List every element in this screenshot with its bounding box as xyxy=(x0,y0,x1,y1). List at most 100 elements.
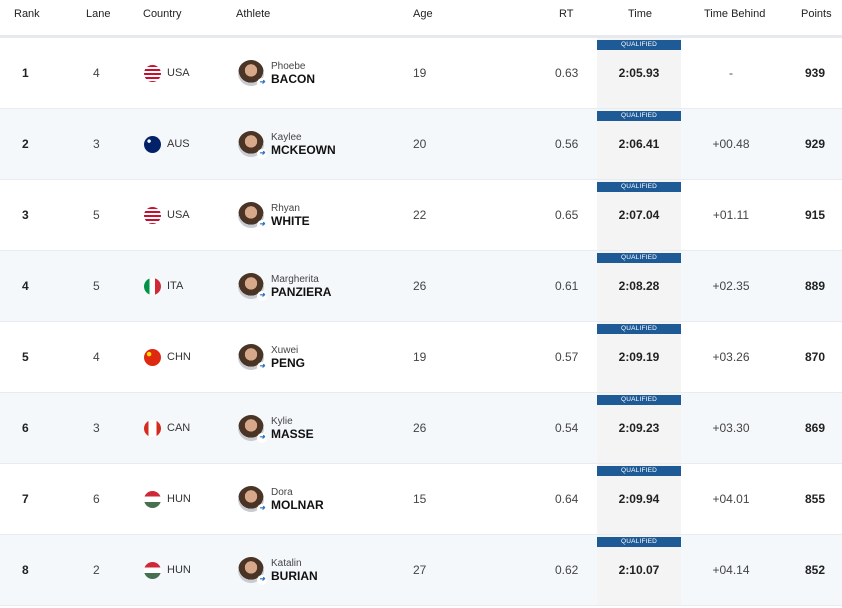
points: 852 xyxy=(805,563,826,577)
arrow-right-icon: ➜ xyxy=(257,575,267,585)
athlete-name[interactable]: Katalin BURIAN xyxy=(271,535,318,605)
time-behind: +02.35 xyxy=(712,279,750,293)
athlete-name[interactable]: Phoebe BACON xyxy=(271,38,315,108)
country-code: USA xyxy=(167,67,190,79)
rank: 1 xyxy=(22,66,29,80)
flag-icon xyxy=(144,535,161,605)
athlete-name[interactable]: Xuwei PENG xyxy=(271,322,305,392)
header-rt[interactable]: RT xyxy=(559,8,574,20)
reaction-time: 0.63 xyxy=(555,66,579,80)
age: 19 xyxy=(413,350,427,364)
header-athlete[interactable]: Athlete xyxy=(236,8,271,20)
arrow-right-icon: ➜ xyxy=(257,504,267,514)
first-name: Phoebe xyxy=(271,60,306,72)
last-name: MCKEOWN xyxy=(271,142,336,157)
time-behind: +01.11 xyxy=(712,208,750,222)
table-row[interactable]: 2 3 AUS ➜ Kaylee MCKEOWN 20 0.56 2:06.41 … xyxy=(0,109,842,180)
points: 889 xyxy=(805,279,826,293)
athlete-avatar[interactable]: ➜ xyxy=(238,322,267,392)
qualified-badge: QUALIFIED xyxy=(597,253,681,263)
table-row[interactable]: 4 5 ITA ➜ Margherita PANZIERA 26 0.61 2:0… xyxy=(0,251,842,322)
last-name: WHITE xyxy=(271,213,310,228)
header-points[interactable]: Points xyxy=(801,8,832,20)
athlete-name[interactable]: Kylie MASSE xyxy=(271,393,314,463)
reaction-time: 0.64 xyxy=(555,492,579,506)
header-country[interactable]: Country xyxy=(143,8,182,20)
qualified-badge: QUALIFIED xyxy=(597,182,681,192)
last-name: BACON xyxy=(271,71,315,86)
arrow-right-icon: ➜ xyxy=(257,362,267,372)
first-name: Xuwei xyxy=(271,344,299,356)
header-lane[interactable]: Lane xyxy=(86,8,111,20)
age: 15 xyxy=(413,492,427,506)
athlete-name[interactable]: Margherita PANZIERA xyxy=(271,251,331,321)
rank: 8 xyxy=(22,563,29,577)
flag-icon xyxy=(144,38,161,108)
age: 26 xyxy=(413,279,427,293)
first-name: Kaylee xyxy=(271,131,302,143)
first-name: Rhyan xyxy=(271,202,300,214)
points: 855 xyxy=(805,492,826,506)
first-name: Dora xyxy=(271,486,293,498)
country-code: AUS xyxy=(167,138,190,150)
athlete-avatar[interactable]: ➜ xyxy=(238,393,267,463)
reaction-time: 0.62 xyxy=(555,563,579,577)
table-row[interactable]: 8 2 HUN ➜ Katalin BURIAN 27 0.62 2:10.07 … xyxy=(0,535,842,606)
first-name: Katalin xyxy=(271,557,302,569)
athlete-avatar[interactable]: ➜ xyxy=(238,464,267,534)
qualified-badge: QUALIFIED xyxy=(597,466,681,476)
header-age[interactable]: Age xyxy=(413,8,433,20)
time: 2:07.04 xyxy=(597,180,681,250)
arrow-right-icon: ➜ xyxy=(257,291,267,301)
qualified-badge: QUALIFIED xyxy=(597,40,681,50)
rank: 7 xyxy=(22,492,29,506)
athlete-name[interactable]: Dora MOLNAR xyxy=(271,464,324,534)
country-code: HUN xyxy=(167,564,191,576)
table-row[interactable]: 3 5 USA ➜ Rhyan WHITE 22 0.65 2:07.04 QUA… xyxy=(0,180,842,251)
athlete-name[interactable]: Rhyan WHITE xyxy=(271,180,310,250)
last-name: PENG xyxy=(271,355,306,370)
rank: 4 xyxy=(22,279,29,293)
table-row[interactable]: 7 6 HUN ➜ Dora MOLNAR 15 0.64 2:09.94 QUA… xyxy=(0,464,842,535)
athlete-avatar[interactable]: ➜ xyxy=(238,109,267,179)
country-code: CHN xyxy=(167,351,191,363)
athlete-avatar[interactable]: ➜ xyxy=(238,180,267,250)
qualified-badge: QUALIFIED xyxy=(597,111,681,121)
qualified-badge: QUALIFIED xyxy=(597,395,681,405)
athlete-avatar[interactable]: ➜ xyxy=(238,535,267,605)
athlete-name[interactable]: Kaylee MCKEOWN xyxy=(271,109,336,179)
age: 27 xyxy=(413,563,427,577)
reaction-time: 0.61 xyxy=(555,279,579,293)
flag-icon xyxy=(144,109,161,179)
lane: 5 xyxy=(93,279,100,293)
flag-icon xyxy=(144,464,161,534)
time-behind: +03.26 xyxy=(712,350,750,364)
lane: 5 xyxy=(93,208,100,222)
first-name: Margherita xyxy=(271,273,319,285)
table-row[interactable]: 6 3 CAN ➜ Kylie MASSE 26 0.54 2:09.23 QUA… xyxy=(0,393,842,464)
header-rank[interactable]: Rank xyxy=(14,8,40,20)
points: 939 xyxy=(805,66,826,80)
lane: 3 xyxy=(93,137,100,151)
flag-icon xyxy=(144,393,161,463)
flag-icon xyxy=(144,180,161,250)
header-time[interactable]: Time xyxy=(628,8,653,20)
table-row[interactable]: 1 4 USA ➜ Phoebe BACON 19 0.63 2:05.93 QU… xyxy=(0,38,842,109)
country-code: HUN xyxy=(167,493,191,505)
athlete-avatar[interactable]: ➜ xyxy=(238,251,267,321)
last-name: PANZIERA xyxy=(271,284,332,299)
rank: 6 xyxy=(22,421,29,435)
qualified-badge: QUALIFIED xyxy=(597,537,681,547)
table-header: Rank Lane Country Athlete Age RT Time Ti… xyxy=(0,0,842,38)
lane: 4 xyxy=(93,350,100,364)
arrow-right-icon: ➜ xyxy=(257,78,267,88)
first-name: Kylie xyxy=(271,415,293,427)
header-time-behind[interactable]: Time Behind xyxy=(704,8,766,20)
table-row[interactable]: 5 4 CHN ➜ Xuwei PENG 19 0.57 2:09.19 QUAL… xyxy=(0,322,842,393)
flag-icon xyxy=(144,251,161,321)
time-behind: - xyxy=(729,66,733,80)
country-code: ITA xyxy=(167,280,184,292)
last-name: MOLNAR xyxy=(271,497,324,512)
age: 20 xyxy=(413,137,427,151)
athlete-avatar[interactable]: ➜ xyxy=(238,38,267,108)
